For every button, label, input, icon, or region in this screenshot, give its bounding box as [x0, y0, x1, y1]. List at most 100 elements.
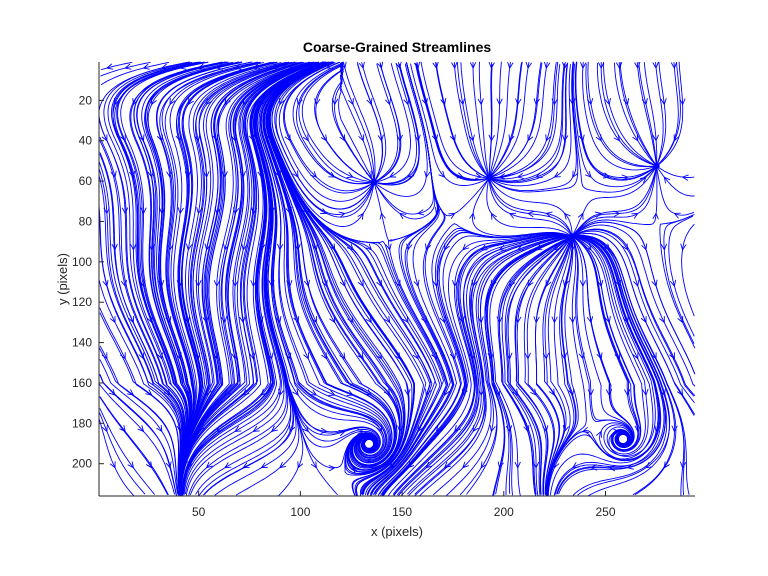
- flow-arrow: [297, 461, 304, 469]
- flow-arrow: [671, 425, 678, 432]
- flow-arrow: [321, 352, 328, 360]
- flow-arrow: [347, 316, 354, 323]
- flow-arrow: [176, 425, 183, 432]
- x-tick-label: 100: [290, 505, 310, 519]
- flow-arrow: [670, 279, 677, 287]
- flow-arrow: [302, 425, 309, 432]
- flow-arrow: [394, 352, 401, 360]
- flow-arrow: [203, 171, 210, 178]
- y-axis-label: y (pixels): [55, 253, 70, 305]
- streamline: [655, 163, 695, 216]
- flow-arrow: [669, 352, 675, 360]
- flow-arrow: [261, 462, 268, 469]
- flow-arrow: [659, 315, 665, 323]
- flow-arrow: [239, 171, 246, 178]
- streamline: [571, 235, 677, 495]
- flow-arrow: [364, 389, 372, 396]
- flow-arrow: [587, 98, 594, 105]
- flow-arrow: [594, 211, 602, 218]
- flow-arrow: [450, 352, 456, 360]
- x-tick-label: 50: [192, 505, 206, 519]
- flow-arrow: [514, 461, 521, 469]
- flow-arrow: [130, 243, 137, 251]
- flow-arrow: [478, 389, 485, 396]
- flow-arrow: [321, 279, 328, 287]
- flow-arrow: [634, 61, 641, 69]
- flow-arrow: [275, 316, 282, 323]
- flow-arrow: [650, 352, 657, 360]
- flow-arrow: [187, 461, 194, 469]
- streamline: [120, 61, 209, 494]
- flow-arrow: [366, 97, 373, 105]
- flow-arrow: [604, 316, 611, 323]
- flow-arrow: [110, 170, 117, 178]
- flow-arrow: [505, 425, 513, 432]
- flow-arrow: [212, 352, 219, 360]
- flow-arrow: [444, 243, 450, 251]
- flow-arrow: [194, 352, 201, 360]
- streamline: [179, 61, 297, 497]
- flow-arrow: [414, 134, 421, 142]
- flow-arrow: [598, 62, 605, 69]
- streamline: [169, 62, 265, 495]
- flow-arrow: [163, 388, 171, 396]
- flow-arrow: [156, 424, 163, 432]
- flow-arrow: [292, 170, 299, 178]
- flow-arrow: [641, 243, 648, 251]
- flow-arrow: [680, 243, 687, 251]
- flow-arrow: [221, 171, 228, 178]
- flow-arrow: [289, 63, 297, 70]
- flow-arrow: [417, 424, 424, 432]
- flow-arrow: [187, 97, 194, 105]
- streamline: [179, 62, 307, 497]
- flow-arrow: [652, 134, 659, 142]
- flow-arrow: [314, 98, 321, 105]
- flow-arrow: [480, 244, 488, 251]
- flow-arrow: [194, 134, 201, 142]
- flow-arrow: [213, 280, 221, 287]
- flow-arrow: [407, 171, 415, 178]
- flow-arrow: [108, 388, 116, 396]
- flow-arrow: [421, 98, 428, 105]
- flow-arrow: [158, 279, 165, 287]
- flow-arrow: [320, 427, 328, 434]
- flow-arrow: [458, 98, 465, 105]
- flow-arrow: [120, 134, 126, 142]
- flow-arrow: [468, 134, 475, 142]
- flow-arrow: [320, 134, 328, 142]
- streamline: [181, 61, 325, 495]
- streamline: [180, 61, 311, 496]
- flow-arrow: [497, 461, 504, 469]
- flow-arrow: [444, 388, 450, 396]
- flow-arrow: [627, 463, 634, 470]
- flow-arrow: [480, 461, 487, 469]
- flow-arrow: [279, 461, 287, 469]
- flow-arrow: [670, 61, 678, 69]
- flow-arrow: [569, 316, 576, 323]
- flow-arrow: [527, 211, 535, 218]
- flow-arrow: [564, 212, 571, 220]
- flow-arrow: [328, 171, 336, 178]
- flow-arrow: [239, 316, 246, 323]
- flow-arrow: [175, 134, 182, 142]
- flow-arrow: [489, 425, 496, 432]
- flow-arrow: [614, 352, 621, 360]
- flow-arrow: [358, 61, 365, 69]
- flow-arrow: [216, 63, 224, 70]
- flow-arrow: [186, 243, 193, 251]
- flow-arrow: [677, 315, 684, 323]
- flow-arrow: [533, 98, 540, 105]
- flow-arrow: [404, 388, 411, 396]
- flow-arrow: [523, 425, 530, 432]
- flow-arrow: [365, 243, 372, 251]
- y-tick-label: 140: [72, 336, 92, 350]
- flow-arrow: [496, 316, 503, 323]
- flow-arrow: [259, 243, 266, 251]
- flow-arrow: [535, 244, 543, 251]
- flow-arrow: [633, 279, 640, 287]
- flow-arrow: [545, 134, 552, 142]
- flow-arrow: [329, 243, 336, 251]
- streamline: [180, 61, 319, 496]
- flow-arrow: [147, 170, 154, 178]
